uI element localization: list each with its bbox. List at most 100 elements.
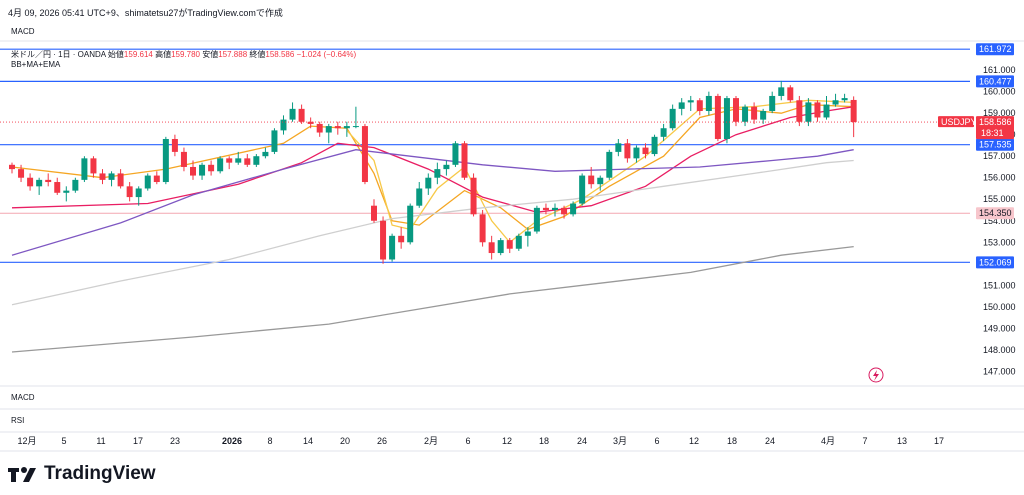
candle[interactable] xyxy=(144,175,151,189)
candle[interactable] xyxy=(226,158,233,163)
candle[interactable] xyxy=(380,220,387,260)
candle[interactable] xyxy=(235,158,242,163)
candle[interactable] xyxy=(497,240,504,254)
candle[interactable] xyxy=(660,128,667,137)
candle[interactable] xyxy=(760,111,767,120)
candle[interactable] xyxy=(135,188,142,198)
candle[interactable] xyxy=(705,95,712,112)
candle[interactable] xyxy=(45,179,52,183)
candle[interactable] xyxy=(398,235,405,243)
candle[interactable] xyxy=(579,175,586,204)
candle[interactable] xyxy=(425,177,432,189)
candle[interactable] xyxy=(624,143,631,159)
candle[interactable] xyxy=(814,102,821,118)
candle[interactable] xyxy=(54,182,61,193)
candle[interactable] xyxy=(253,156,260,165)
candle[interactable] xyxy=(805,102,812,122)
candle[interactable] xyxy=(669,108,676,129)
candle[interactable] xyxy=(90,158,97,174)
candle[interactable] xyxy=(542,207,549,210)
candle[interactable] xyxy=(361,126,368,183)
candle[interactable] xyxy=(162,138,169,183)
candle[interactable] xyxy=(289,108,296,120)
candle[interactable] xyxy=(190,166,196,176)
candle[interactable] xyxy=(180,151,187,167)
candle[interactable] xyxy=(217,158,224,172)
candle[interactable] xyxy=(18,169,25,178)
rsi-pane-label[interactable]: RSI xyxy=(11,416,25,425)
candle[interactable] xyxy=(751,106,758,120)
candle[interactable] xyxy=(588,175,595,185)
candle[interactable] xyxy=(733,98,739,122)
candle[interactable] xyxy=(461,143,468,178)
candle[interactable] xyxy=(714,95,721,139)
candle[interactable] xyxy=(325,126,332,133)
candle[interactable] xyxy=(678,102,685,109)
candle[interactable] xyxy=(352,126,359,128)
candle[interactable] xyxy=(642,147,649,155)
candle[interactable] xyxy=(787,87,794,101)
candle[interactable] xyxy=(479,214,486,243)
candle[interactable] xyxy=(27,177,34,187)
candle[interactable] xyxy=(696,100,703,112)
candle[interactable] xyxy=(298,108,305,122)
indicator-label[interactable]: BB+MA+EMA xyxy=(11,60,61,69)
candle[interactable] xyxy=(126,186,133,198)
candle[interactable] xyxy=(832,100,839,105)
candle[interactable] xyxy=(769,95,776,112)
candle[interactable] xyxy=(407,205,414,243)
candle[interactable] xyxy=(651,136,658,155)
candle[interactable] xyxy=(850,99,857,123)
candle[interactable] xyxy=(262,151,269,157)
candle[interactable] xyxy=(117,173,124,187)
candle[interactable] xyxy=(280,119,287,131)
candle[interactable] xyxy=(63,190,70,193)
candle[interactable] xyxy=(570,203,577,215)
candle[interactable] xyxy=(99,173,106,180)
candle[interactable] xyxy=(343,126,350,129)
candle[interactable] xyxy=(615,143,622,152)
candle[interactable] xyxy=(153,175,160,183)
lightning-icon[interactable] xyxy=(868,367,884,383)
candle[interactable] xyxy=(452,143,459,165)
candle[interactable] xyxy=(606,151,613,178)
candle[interactable] xyxy=(199,164,206,176)
candle[interactable] xyxy=(533,207,540,232)
candle[interactable] xyxy=(515,235,522,249)
candle[interactable] xyxy=(796,100,803,122)
candle[interactable] xyxy=(597,177,604,185)
candle[interactable] xyxy=(841,98,848,101)
candle[interactable] xyxy=(416,188,423,206)
candle[interactable] xyxy=(524,231,531,236)
candle[interactable] xyxy=(9,164,15,170)
candle[interactable] xyxy=(823,104,830,118)
candle[interactable] xyxy=(316,123,323,133)
candle[interactable] xyxy=(389,235,396,260)
candle[interactable] xyxy=(434,169,441,178)
candle[interactable] xyxy=(81,158,88,180)
tradingview-logo[interactable]: TradingView xyxy=(8,463,156,485)
candle[interactable] xyxy=(371,205,377,221)
candle[interactable] xyxy=(443,164,450,170)
candle[interactable] xyxy=(561,207,568,215)
candle[interactable] xyxy=(307,121,314,124)
candle[interactable] xyxy=(72,179,79,191)
candle[interactable] xyxy=(633,147,640,159)
candle[interactable] xyxy=(552,207,558,210)
candle[interactable] xyxy=(723,98,730,139)
candle[interactable] xyxy=(778,87,785,96)
candle[interactable] xyxy=(488,242,495,254)
candle[interactable] xyxy=(271,130,278,152)
candle[interactable] xyxy=(36,179,43,187)
candle[interactable] xyxy=(108,173,115,180)
candle[interactable] xyxy=(687,100,694,103)
candle[interactable] xyxy=(506,240,513,249)
candle[interactable] xyxy=(334,126,341,129)
candle[interactable] xyxy=(470,177,477,215)
macd-pane-label[interactable]: MACD xyxy=(11,393,35,402)
candle[interactable] xyxy=(171,138,178,152)
candle[interactable] xyxy=(244,158,251,165)
candle[interactable] xyxy=(208,164,215,172)
candle[interactable] xyxy=(742,106,749,122)
